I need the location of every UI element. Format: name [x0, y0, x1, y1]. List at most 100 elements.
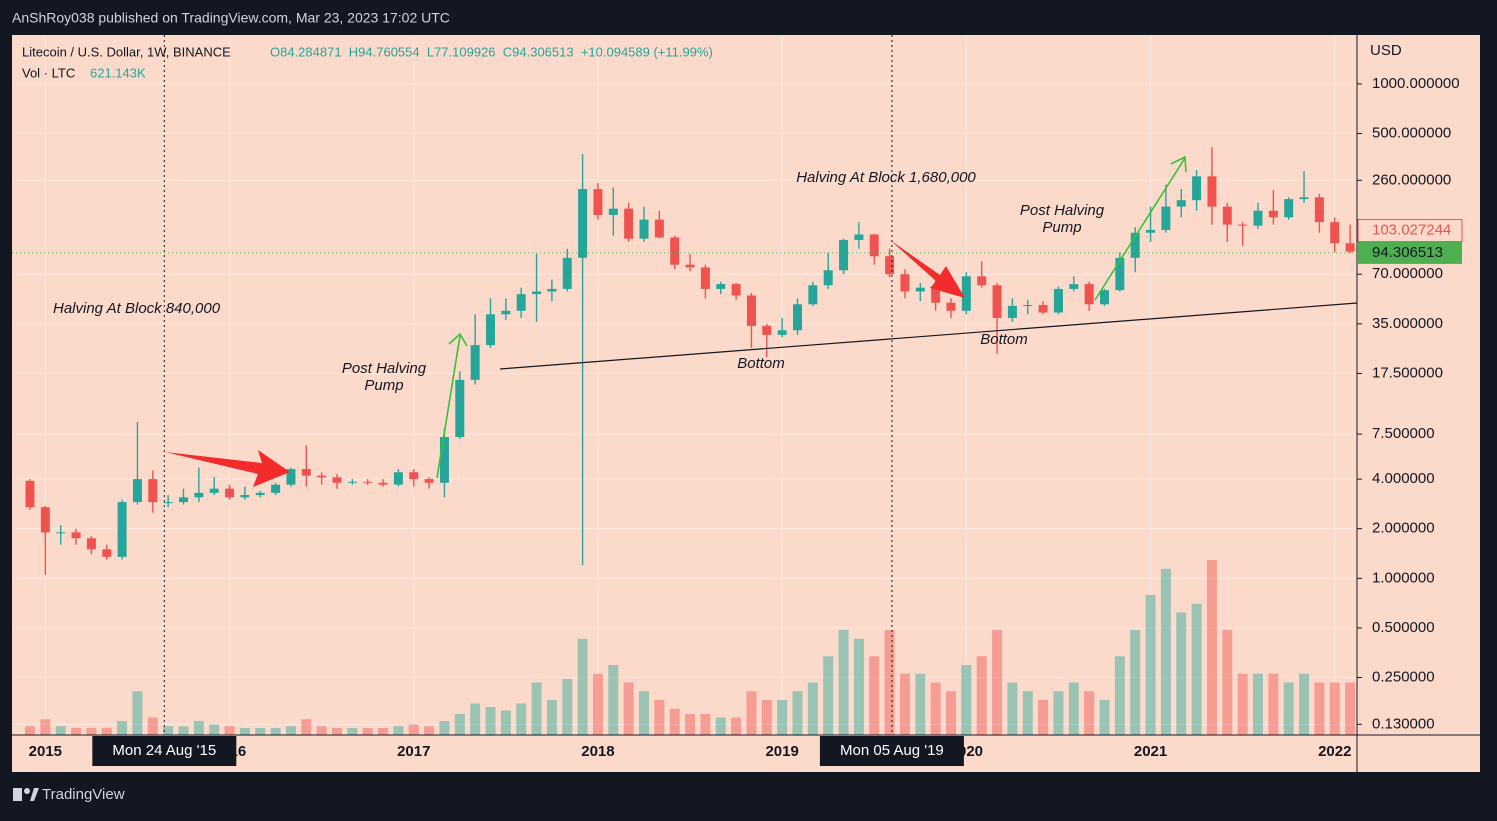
volume-bar [71, 728, 82, 735]
candle-body [670, 237, 680, 265]
candle-body [562, 257, 572, 289]
candle-body [547, 288, 557, 292]
candle-body [654, 219, 664, 238]
legend-ohlc: O84.284871 H94.760554 L77.109926 C94.306… [270, 44, 713, 59]
candle-body [992, 285, 1002, 318]
candle-body [393, 472, 403, 485]
price-marker-label: 103.027244 [1372, 222, 1451, 239]
y-tick-label: 4.000000 [1372, 470, 1435, 487]
green-arrow [436, 335, 461, 479]
candle-body [132, 479, 142, 503]
volume-bar [1345, 682, 1356, 735]
candle-body [1253, 210, 1263, 226]
candle-body [332, 477, 342, 483]
candle-body [363, 481, 373, 483]
volume-bar [1314, 682, 1325, 735]
candle-body [608, 208, 618, 216]
y-tick-label: 500.000000 [1372, 124, 1451, 141]
volume-bar [86, 728, 97, 735]
candle-body [1100, 290, 1109, 305]
volume-bar [961, 665, 972, 735]
candle-body [762, 325, 772, 335]
volume-bar [270, 728, 281, 735]
y-tick-label: 2.000000 [1372, 520, 1435, 537]
volume-bar [193, 721, 204, 735]
candle-body [301, 469, 311, 476]
candle-body [148, 479, 158, 503]
candle-body [639, 219, 649, 239]
logo-mark [13, 788, 22, 801]
candle-body [1161, 206, 1171, 230]
volume-bar [1038, 700, 1049, 735]
volume-bar [1329, 682, 1340, 735]
candle-body [1330, 222, 1340, 244]
volume-bar [639, 691, 649, 735]
candle-body [56, 532, 66, 534]
candle-body [1146, 229, 1156, 233]
candle-body [1115, 257, 1125, 291]
volume-bar [362, 728, 373, 735]
y-tick-label: 0.250000 [1372, 668, 1435, 685]
candle-body [777, 330, 787, 335]
y-axis-label: USD [1370, 42, 1402, 59]
volume-bar [408, 724, 419, 735]
volume-bar [1007, 682, 1018, 735]
candle-body [839, 239, 849, 271]
crosshair-label-bg [819, 736, 964, 766]
volume-bar [147, 717, 158, 735]
candle-body [624, 208, 634, 239]
volume-bar [946, 691, 956, 735]
annotation: Pump [1042, 219, 1081, 236]
candle-body [578, 189, 588, 258]
volume-bar [853, 638, 864, 735]
candle-body [1053, 288, 1063, 313]
green-arrow [1094, 157, 1186, 301]
candle-body [439, 437, 449, 483]
y-tick-label: 17.500000 [1372, 364, 1443, 381]
volume-bar [777, 700, 788, 735]
volume-bar [807, 682, 818, 735]
x-tick-label: 2021 [1134, 743, 1167, 760]
candle-body [255, 492, 265, 496]
volume-bar [1114, 656, 1125, 735]
volume-bar [1268, 673, 1279, 735]
volume-bar [255, 728, 266, 735]
volume-bar [178, 726, 189, 735]
candle-body [317, 475, 327, 478]
candle-body [885, 256, 895, 275]
candle-body [1176, 200, 1186, 207]
crosshair-label: Mon 24 Aug '15 [112, 742, 216, 759]
volume-bar [132, 691, 143, 735]
volume-bar [1299, 673, 1310, 735]
volume-bar [1130, 630, 1141, 735]
x-tick-label: 2019 [765, 743, 798, 760]
volume-bar [1206, 560, 1217, 735]
volume-bar [224, 726, 235, 735]
volume-bar [531, 682, 542, 735]
logo-mark [30, 788, 39, 801]
candle-body [455, 379, 465, 438]
y-tick-label: 1000.000000 [1372, 75, 1460, 92]
candle-body [961, 276, 971, 311]
candle-body [746, 295, 756, 326]
x-tick-label: 2018 [581, 743, 614, 760]
candle-body [286, 469, 296, 485]
x-tick-label: 2015 [29, 743, 62, 760]
candle-body [86, 538, 96, 550]
volume-bar [992, 630, 1003, 735]
volume-bar [424, 726, 435, 735]
volume-bar [301, 719, 312, 735]
volume-bar [976, 656, 987, 735]
candle-body [1130, 232, 1140, 258]
candle-body [793, 304, 802, 331]
volume-bar [516, 703, 527, 735]
candle-body [1314, 197, 1324, 223]
crosshair-label-bg [92, 736, 237, 766]
candle-body [1069, 284, 1079, 289]
x-tick-label: 2017 [397, 743, 430, 760]
volume-bar [1084, 691, 1095, 735]
volume-bar [239, 728, 250, 735]
x-tick-label: 2022 [1318, 743, 1351, 760]
volume-bar [930, 682, 941, 735]
candle-body [1268, 210, 1278, 218]
